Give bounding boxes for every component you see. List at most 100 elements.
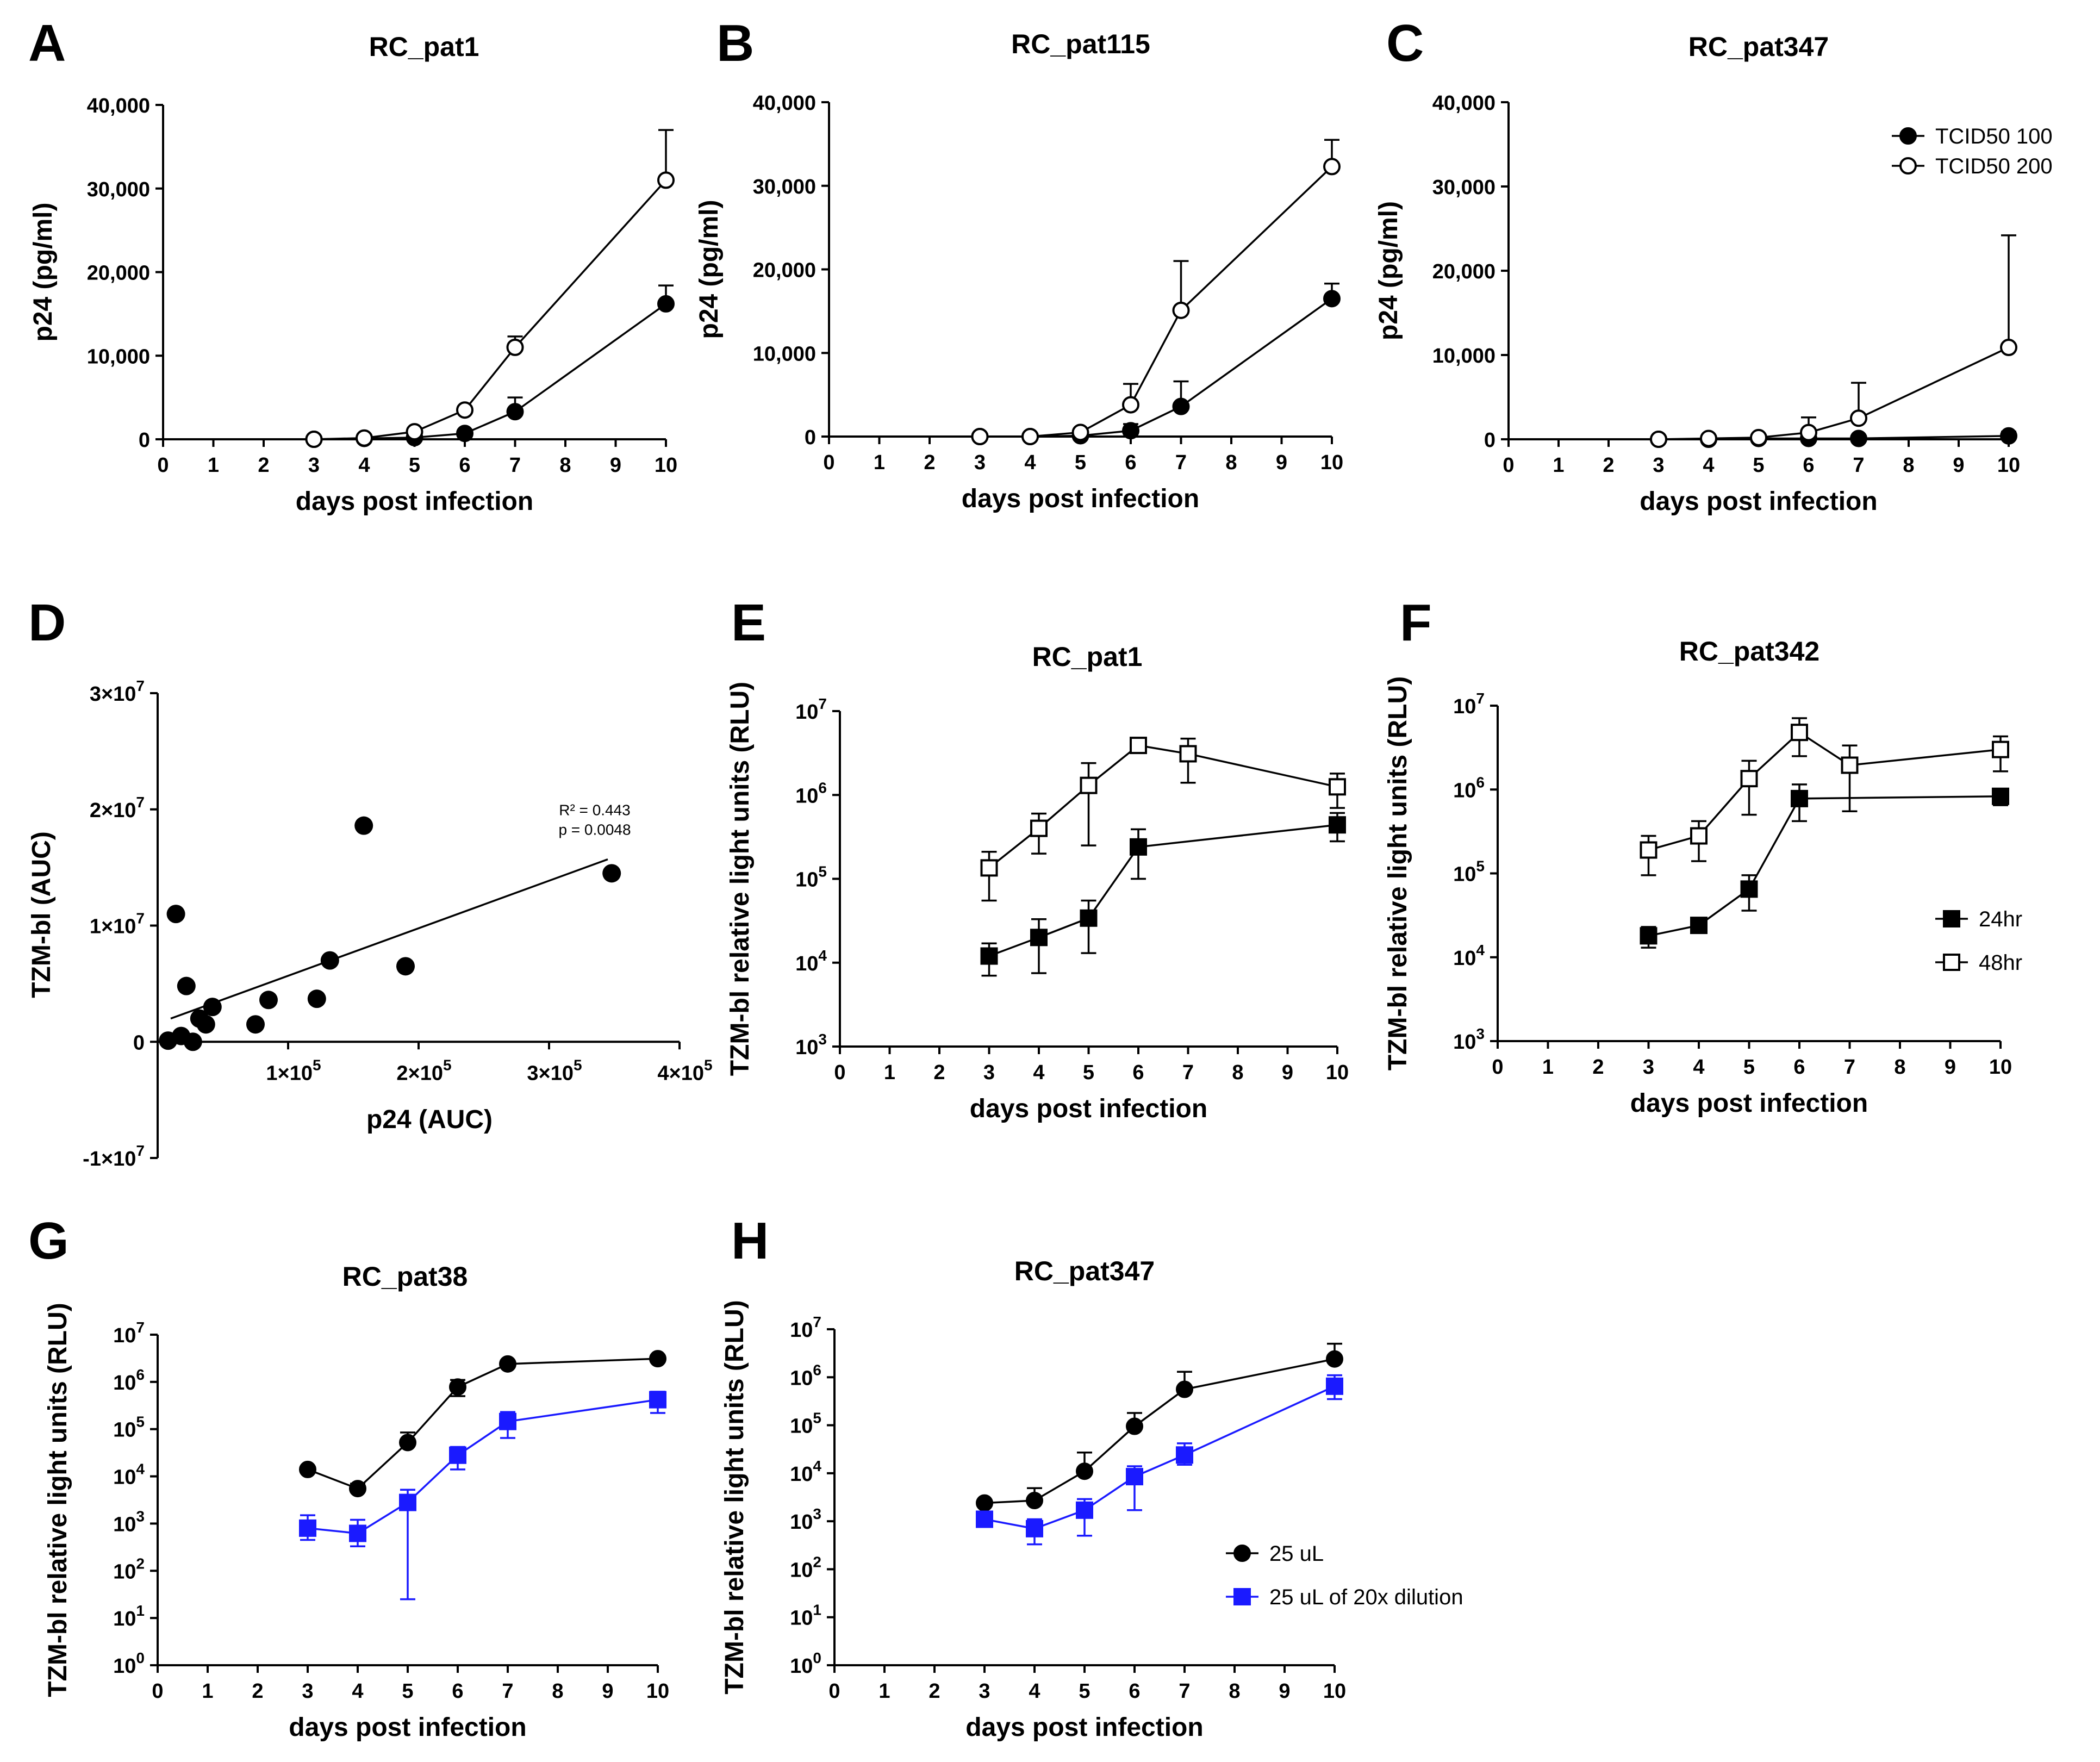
- p-value-label: p = 0.0048: [558, 821, 631, 838]
- x-tick-label: 7: [1179, 1680, 1190, 1703]
- x-axis-label: days post infection: [1640, 487, 1877, 516]
- data-point: [1179, 745, 1197, 763]
- data-point: [976, 1510, 993, 1528]
- data-point: [399, 1493, 416, 1511]
- regression-line: [170, 858, 608, 1020]
- x-tick-label: 10: [1997, 454, 2020, 477]
- x-axis-label: days post infection: [965, 1713, 1203, 1742]
- x-tick-label: 6: [452, 1680, 463, 1703]
- data-point: [1080, 776, 1098, 794]
- series-tcid50-200: [971, 139, 1341, 445]
- legend-item: 25 uL: [1226, 1542, 1324, 1566]
- panel-a: A RC_pat1 0 1 2 3 4 5 6 7 8 9 10 0 10,000 20,000 30,000 4…: [28, 14, 677, 516]
- y-tick-label: 20,000: [753, 259, 816, 282]
- data-point: [354, 816, 373, 835]
- data-point: [649, 1391, 666, 1409]
- data-point: [1080, 909, 1098, 927]
- data-point: [1071, 424, 1089, 441]
- data-point: [2000, 427, 2017, 445]
- series-line: [980, 166, 1333, 438]
- y-tick-label: 40,000: [87, 95, 150, 117]
- series-tcid50-100: [971, 282, 1341, 445]
- y-tick-label: 103: [795, 1031, 827, 1059]
- x-tick-label: 6: [1129, 1680, 1140, 1703]
- x-tick-label: 5: [1743, 1056, 1755, 1079]
- data-point: [1176, 1446, 1193, 1464]
- chart-title: RC_pat115: [1011, 29, 1150, 59]
- x-tick-label: 4×105: [657, 1056, 712, 1085]
- x-tick-label: 1×105: [266, 1056, 321, 1085]
- y-tick-label: 0: [139, 429, 150, 452]
- y-tick-label: 30,000: [87, 178, 150, 201]
- y-tick-label: 105: [113, 1414, 145, 1442]
- y-tick-label: 103: [113, 1508, 145, 1536]
- data-point: [1640, 841, 1657, 859]
- x-tick-label: 2×105: [396, 1056, 451, 1085]
- x-tick-label: 2: [1603, 454, 1614, 477]
- data-point: [246, 1015, 265, 1034]
- y-tick-label: 105: [790, 1410, 821, 1438]
- panel-letter-a: A: [28, 14, 66, 72]
- data-point: [299, 1460, 316, 1478]
- series-25-ul: [299, 1350, 666, 1498]
- legend-label: 25 uL: [1269, 1542, 1324, 1566]
- data-point: [177, 976, 196, 995]
- legend-marker: [1233, 1545, 1251, 1562]
- data-point: [456, 425, 473, 443]
- data-point: [305, 431, 323, 448]
- y-tick-label: 40,000: [753, 92, 816, 115]
- legend-item: 24hr: [1935, 907, 2022, 931]
- x-tick-label: 2: [924, 451, 935, 474]
- legend-label: 48hr: [1979, 951, 2022, 975]
- data-point: [976, 1494, 993, 1512]
- data-point: [183, 1032, 202, 1051]
- series-tcid50-200: [305, 129, 675, 448]
- data-point: [1021, 428, 1039, 445]
- legend-label: TCID50 100: [1935, 124, 2053, 148]
- panel-c: C RC_pat347 0 1 2 3 4 5 6 7 8 9 10 0 10,000 20,000 30,00…: [1374, 14, 2053, 516]
- x-tick-label: 5: [409, 454, 420, 477]
- x-tick-label: 1: [874, 451, 885, 474]
- series-line: [988, 744, 1338, 869]
- y-tick-label: 100: [113, 1649, 145, 1678]
- y-tick-label: 101: [113, 1602, 145, 1630]
- x-axis-label: days post infection: [970, 1094, 1207, 1123]
- x-tick-label: 4: [1693, 1056, 1704, 1079]
- chart-title: RC_pat347: [1688, 32, 1829, 62]
- data-point: [1850, 429, 1867, 447]
- x-tick-label: 5: [402, 1680, 413, 1703]
- x-tick-label: 6: [1793, 1056, 1805, 1079]
- data-point: [1326, 1377, 1343, 1395]
- data-point: [449, 1446, 466, 1464]
- x-axis-label: days post infection: [289, 1713, 526, 1742]
- data-point: [1122, 396, 1139, 414]
- y-tick-label: 104: [795, 947, 827, 975]
- x-tick-label: 3: [308, 454, 320, 477]
- x-tick-label: 4: [1029, 1680, 1040, 1703]
- data-point: [1122, 422, 1139, 440]
- series-line: [307, 1358, 658, 1490]
- y-tick-label: 10,000: [87, 345, 150, 368]
- x-tick-label: 3×105: [527, 1056, 582, 1085]
- data-point: [1172, 301, 1190, 319]
- y-tick-label: 103: [790, 1505, 821, 1534]
- series-line: [980, 297, 1333, 438]
- panel-d: D -1×107 0 1×107 2×107 3×107 1×105 2×105 3×105 4×…: [27, 594, 713, 1170]
- x-tick-label: 4: [358, 454, 370, 477]
- data-point: [1791, 789, 1808, 807]
- series-line: [984, 1358, 1335, 1504]
- legend-label: TCID50 200: [1935, 154, 2053, 178]
- panel-b: B RC_pat115 0 1 2 3 4 5 6 7 8 9 10 0 10,000 20,000 30,00…: [695, 14, 1343, 513]
- data-point: [657, 171, 675, 189]
- y-tick-label: 107: [795, 695, 827, 724]
- x-tick-label: 9: [1276, 451, 1287, 474]
- y-axis-label: TZM-bl (AUC): [27, 831, 56, 998]
- x-tick-label: 2: [252, 1680, 263, 1703]
- data-point: [980, 947, 998, 965]
- legend-marker: [1899, 157, 1917, 175]
- data-point: [602, 864, 621, 883]
- data-point: [1323, 158, 1341, 176]
- x-tick-label: 0: [1503, 454, 1514, 477]
- x-tick-label: 8: [1229, 1680, 1240, 1703]
- x-tick-label: 7: [1844, 1056, 1855, 1079]
